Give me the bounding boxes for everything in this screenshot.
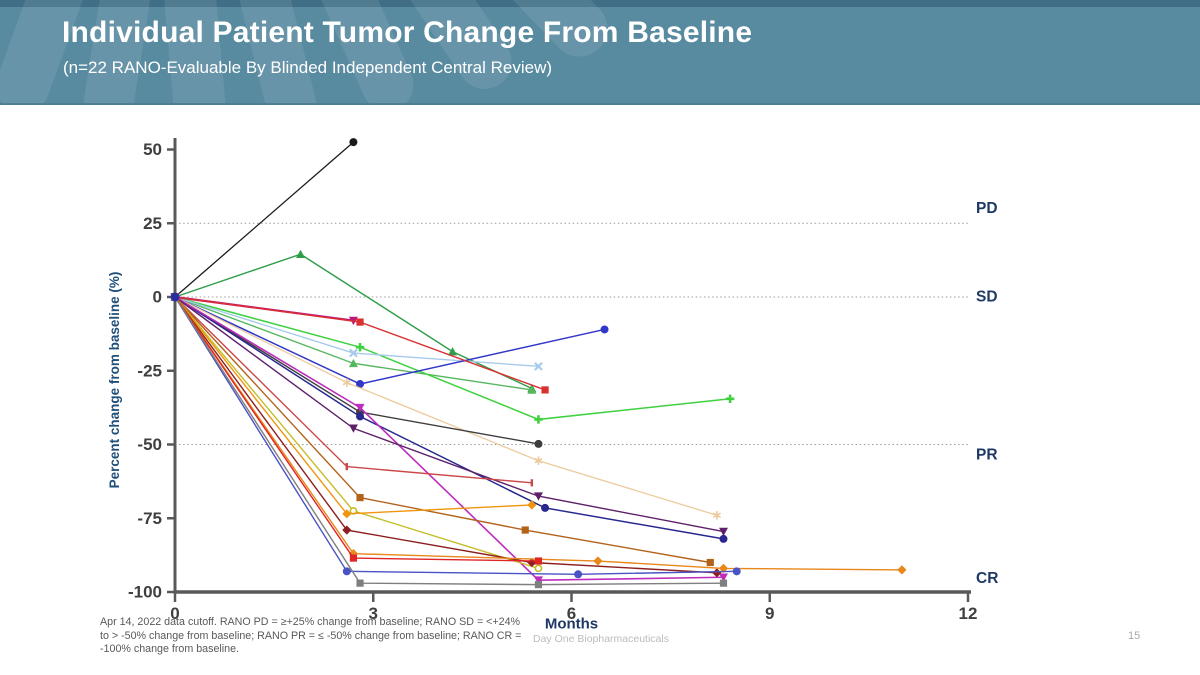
- data-point-marker: [718, 563, 729, 573]
- x-axis-title: Months: [545, 615, 598, 632]
- origin-marker: [170, 292, 180, 302]
- data-point-marker: [719, 534, 728, 543]
- data-point-marker: [355, 342, 365, 352]
- data-point-marker: [897, 565, 907, 575]
- data-point-marker: [342, 525, 352, 535]
- data-point-marker: [725, 394, 735, 403]
- slide-title: Individual Patient Tumor Change From Bas…: [62, 16, 753, 49]
- data-point-marker: [349, 554, 358, 562]
- slide-header: Individual Patient Tumor Change From Bas…: [0, 0, 1200, 105]
- data-point-marker: [718, 573, 728, 582]
- header-top-strip: [0, 0, 1200, 7]
- x-tick-label: 3: [369, 604, 378, 623]
- data-point-marker: [534, 564, 543, 573]
- data-point-marker: [356, 579, 364, 587]
- data-point-marker: [600, 325, 609, 334]
- data-point-marker: [527, 500, 537, 510]
- footnote-line-2: to > -50% change from baseline; RANO PR …: [100, 629, 522, 642]
- threshold-label-sd: SD: [976, 289, 998, 306]
- data-point-marker: [527, 385, 537, 394]
- data-point-marker: [534, 439, 543, 448]
- data-point-marker: [345, 463, 349, 471]
- x-tick-label: 12: [959, 604, 978, 623]
- x-tick-label: 6: [567, 604, 576, 623]
- footnote: Apr 14, 2022 data cutoff. RANO PD = ≥+25…: [100, 616, 530, 657]
- y-tick-label: 50: [143, 140, 162, 159]
- y-tick-label: -50: [137, 435, 162, 454]
- data-point-marker: [448, 347, 458, 356]
- threshold-label-pd: PD: [976, 200, 998, 217]
- series-line-patient-22: [174, 296, 724, 586]
- data-point-marker: [712, 511, 721, 520]
- data-point-marker: [534, 415, 543, 424]
- data-point-marker: [342, 509, 352, 519]
- data-point-marker: [349, 138, 358, 147]
- footer-brand: Day One Biopharmaceuticals: [533, 633, 669, 645]
- x-tick-label: 9: [765, 604, 774, 623]
- data-point-marker: [534, 456, 543, 466]
- data-point-marker: [355, 403, 365, 413]
- series-line-patient-18: [174, 296, 717, 574]
- data-point-marker: [533, 492, 543, 501]
- data-point-marker: [530, 479, 534, 487]
- page-number: 15: [1128, 630, 1141, 642]
- data-point-marker: [348, 358, 358, 368]
- data-point-marker: [706, 558, 714, 567]
- data-point-marker: [534, 581, 543, 589]
- y-tick-label: -75: [137, 509, 162, 528]
- series-line-patient-09: [174, 296, 718, 516]
- data-point-marker: [356, 380, 365, 389]
- data-point-marker: [534, 361, 543, 371]
- series-line-patient-11: [174, 296, 724, 540]
- data-point-marker: [348, 424, 358, 433]
- data-point-marker: [718, 527, 728, 537]
- data-point-marker: [534, 557, 543, 565]
- data-point-marker: [533, 576, 543, 585]
- data-point-marker: [732, 567, 741, 576]
- series-line-patient-04: [174, 296, 731, 421]
- series-line-patient-01: [174, 141, 354, 298]
- y-axis-title: Percent change from baseline (%): [107, 272, 122, 489]
- data-point-marker: [593, 556, 603, 566]
- series-line-patient-15: [174, 296, 711, 564]
- data-point-marker: [574, 570, 583, 579]
- data-point-marker: [712, 568, 722, 578]
- threshold-label-pr: PR: [976, 446, 998, 463]
- series-line-patient-06: [174, 296, 605, 385]
- slide-subtitle: (n=22 RANO-Evaluable By Blinded Independ…: [63, 58, 553, 77]
- data-point-marker: [296, 249, 306, 259]
- y-tick-label: -100: [128, 583, 162, 602]
- data-point-marker: [719, 579, 728, 587]
- data-point-marker: [349, 348, 358, 358]
- y-tick-label: 25: [143, 214, 162, 233]
- series-line-patient-13: [174, 296, 724, 533]
- y-tick-label: 0: [153, 288, 162, 307]
- data-point-marker: [356, 494, 364, 502]
- data-point-marker: [541, 503, 550, 512]
- data-point-marker: [521, 526, 529, 534]
- data-point-marker: [342, 378, 351, 387]
- footnote-line-1: Apr 14, 2022 data cutoff. RANO PD = ≥+25…: [100, 616, 521, 628]
- y-tick-label: -25: [137, 361, 162, 380]
- data-point-marker: [356, 412, 365, 421]
- footnote-line-3: -100% change from baseline.: [100, 643, 240, 656]
- series-line-patient-21: [174, 296, 737, 576]
- data-point-marker: [356, 318, 364, 326]
- data-point-marker: [342, 567, 351, 576]
- threshold-label-cr: CR: [976, 570, 998, 587]
- x-tick-label: 0: [170, 604, 179, 623]
- data-point-marker: [541, 386, 549, 394]
- series-line-patient-12: [174, 296, 724, 582]
